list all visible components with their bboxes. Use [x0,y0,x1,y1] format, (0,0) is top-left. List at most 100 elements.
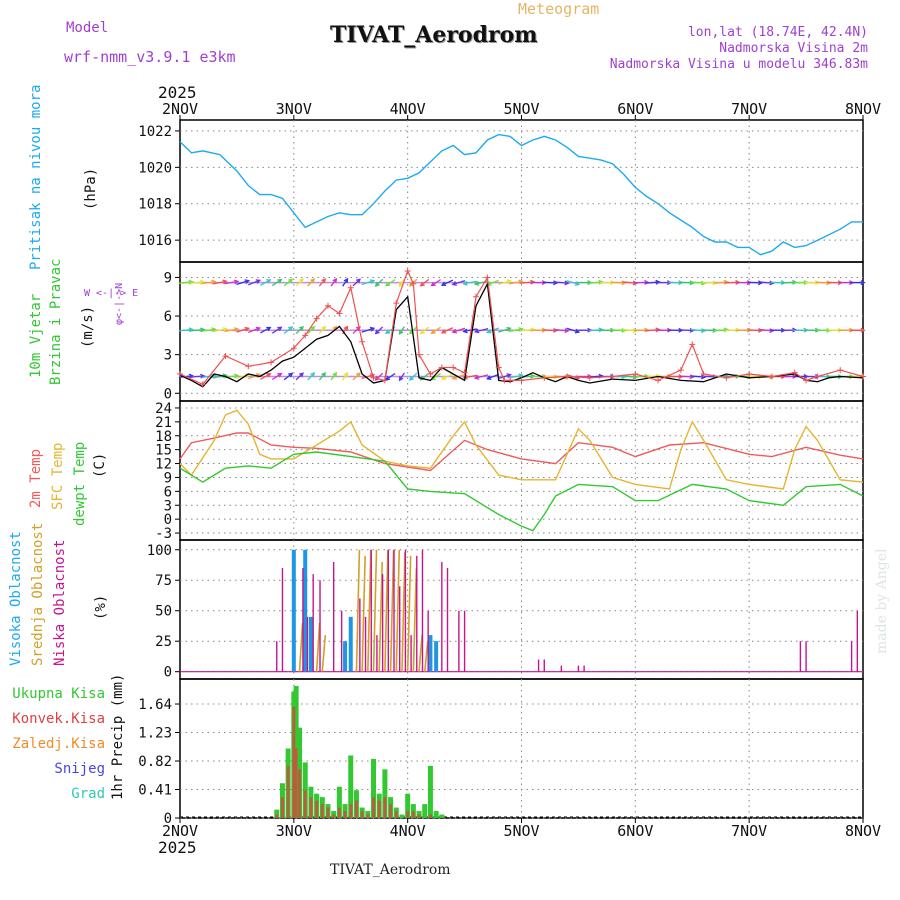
wind-arrow-head [473,328,480,334]
y-tick-label: 3 [164,348,172,364]
y-tick-label: 75 [155,573,172,589]
precip-convective-bar [280,797,284,818]
wind-arrow [509,374,523,379]
wind-gust-marker [632,370,639,377]
wind-arrow-head [222,279,228,285]
wind-gust-marker [404,268,411,275]
wind-arrow [441,279,454,286]
wind-compass-we: W <-|-> E [84,288,139,299]
wind-arrow [352,372,361,381]
panel-4 [175,539,864,680]
wind-arrow-head [310,325,316,331]
precip-convective-bar [315,800,319,818]
wind-arrow-head [486,328,492,334]
wind-arrow [295,326,304,335]
y-tick-label: 1022 [138,124,172,140]
wind-arrow [747,329,762,332]
wind-arrow [248,373,260,380]
wind-arrow-head [430,329,436,334]
wind-arrow-head [398,376,404,382]
x-tick-label-top: 8NOV [845,100,881,118]
wind-unit: (m/s) [80,305,96,348]
wind-arrow [566,327,579,333]
y-tick-label: 100 [147,543,172,559]
cloud-mid-bar [315,622,321,672]
temp-sfc-label: SFC Temp [50,442,66,510]
wind-arrow [190,375,205,378]
wind-arrow [307,326,315,335]
cloud-unit: (%) [93,594,109,620]
wind-arrow-head [598,327,604,333]
wind-gust-marker [359,338,366,345]
wind-gust-marker [700,370,707,377]
wind-arrow [213,328,227,333]
pressure-line [179,133,863,256]
wind-arrow [475,374,489,379]
wind-arrow-head [332,277,338,284]
wind-arrow-head [288,372,294,378]
wind-arrow-head [451,375,457,380]
precip-legend-convective: Konvek.Kisa [12,711,105,727]
wind-arrow-head [564,328,570,334]
precip-convective-bar [343,811,347,818]
precip-convective-bar [372,797,376,818]
wind-gust-marker [837,367,844,374]
wind-arrow-head [574,328,581,334]
wind-arrow [201,328,216,332]
wind-arrow [213,280,227,285]
wind-arrow [498,280,511,286]
wind-arrow [224,328,238,333]
wind-arrow [409,326,418,335]
y-tick-label: 9 [164,470,172,486]
wind-arrow-head [255,279,261,284]
wind-gust-marker [495,364,502,371]
wind-arrow [330,278,337,287]
wind-arrow [679,329,694,332]
wind-arrow [498,327,511,333]
precip-convective-bar [298,769,302,818]
wind-arrow-head [440,329,447,334]
wind-arrow [236,327,249,333]
wind-arrow [260,279,271,286]
wind-gust-marker [564,373,571,380]
wind-arrow [431,326,441,334]
precip-legend-total: Ukupna Kisa [12,686,105,702]
wind-arrow-head [255,326,261,332]
panel-frame [179,119,864,263]
x-tick-label-top: 3NOV [276,100,312,118]
temp-2m-line [179,432,864,472]
precip-convective-bar [303,790,307,818]
wind-arrow-head [398,329,404,335]
cloud-mid-label: Srednja Oblacnost [30,522,46,666]
panel-3 [175,400,864,541]
wind-arrow [271,279,282,287]
wind-arrow [690,375,705,378]
wind-arrow [190,281,205,284]
wind-arrow [441,373,454,380]
wind-gust-marker [416,351,423,358]
x-tick-label-top: 5NOV [503,100,539,118]
wind-arrow-head [369,279,376,285]
wind-arrow-head [506,326,512,332]
wind-arrow-head [440,375,447,380]
wind-arrow-head [769,280,775,286]
precip-total-bar [433,811,439,818]
cloud-mid-bar [384,549,389,672]
wind-arrow-head [398,282,404,288]
wind-arrow [463,328,477,333]
x-tick-label-bottom: 5NOV [503,822,539,840]
y-tick-label: 1018 [138,197,172,213]
wind-arrow-head [530,327,536,333]
wind-arrow [318,278,326,287]
model-name: wrf-nmm_v3.9.1 e3km [64,48,236,66]
wind-arrow [409,372,418,381]
x-tick-label-bottom: 8NOV [845,822,881,840]
coordinates-label: lon,lat (18.74E, 42.4N) [687,25,868,40]
wind-arrow [747,281,762,284]
wind-arrow-head [384,329,391,334]
chart-kind-label: Meteogram [518,0,600,18]
y-tick-label: 1020 [138,160,172,176]
wind-arrow-head [860,280,866,286]
wind-arrow [190,328,205,332]
wind-gust-marker [427,370,434,377]
